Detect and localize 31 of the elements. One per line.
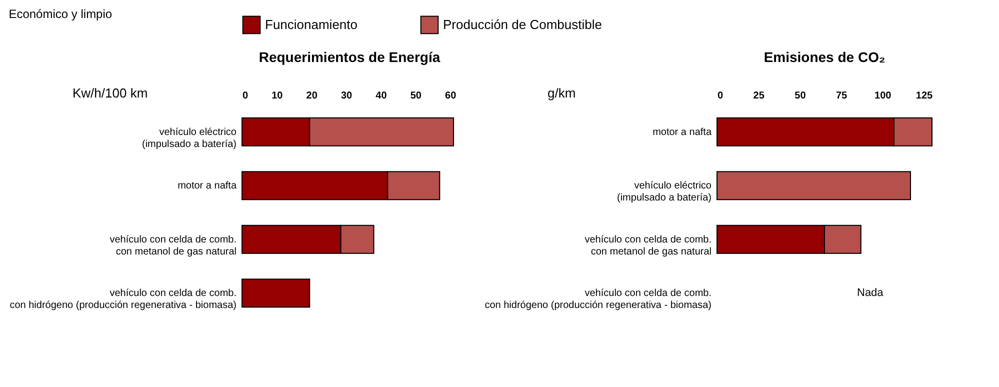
bar	[716, 171, 911, 200]
chart-title: Requerimientos de Energía	[258, 49, 440, 65]
bar	[242, 278, 310, 308]
x-axis-title: g/km	[548, 86, 576, 100]
x-tick-label: 20	[306, 90, 318, 102]
y-tick-label: vehículo con celda de comb. con hidrógeno (producción regenerativa - biomasa)	[10, 288, 236, 312]
x-tick-label: 50	[794, 90, 806, 102]
x-tick-label: 60	[445, 90, 457, 102]
x-tick-label: 0	[718, 90, 724, 102]
x-tick-label: 10	[272, 90, 284, 102]
x-tick-label: 30	[340, 90, 353, 102]
y-tick-label: motor a nafta	[178, 180, 237, 192]
text: Económico y limpio	[8, 7, 112, 21]
y-tick-label: vehículo con celda de comb. con hidrógeno (producción regenerativa - biomasa)	[484, 288, 712, 312]
y-tick-label: vehículo con celda de comb. con metanol de gas natural	[584, 234, 712, 258]
x-tick-label: 40	[376, 90, 388, 102]
x-tick-label: 0	[242, 90, 248, 102]
x-tick-label: 100	[874, 90, 892, 102]
x-tick-label: 50	[410, 90, 422, 102]
chart-title: Emisiones de CO₂	[764, 49, 886, 65]
x-tick-label: 125	[916, 90, 934, 102]
y-tick-label: vehículo eléctrico (impulsado a batería)	[142, 126, 237, 150]
legend-label: Funcionamiento	[265, 16, 358, 32]
y-tick-label: vehículo con celda de comb. con metanol de gas natural	[110, 234, 236, 258]
x-tick-label: 75	[836, 90, 848, 102]
y-tick-label: motor a nafta	[652, 126, 712, 138]
y-tick-label: vehículo eléctrico (impulsado a batería)	[617, 180, 712, 204]
x-axis-title: Kw/h/100 km	[72, 86, 148, 100]
x-tick-label: 25	[753, 90, 765, 102]
annotation: Nada	[857, 287, 884, 300]
legend-label: Producción de Combustible	[443, 16, 602, 32]
